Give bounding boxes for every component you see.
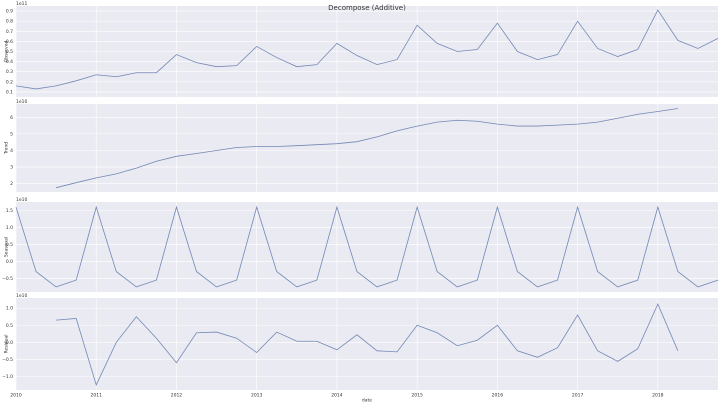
y-tick-label: 0.9 (6, 9, 13, 15)
y-tick-label: 0.7 (6, 29, 13, 35)
y-tick-label: 0.3 (6, 69, 13, 75)
y-tick-label: 0.0 (6, 259, 13, 265)
panel-background (16, 104, 718, 192)
x-axis-label: date (362, 398, 372, 404)
y-tick-label: 4 (10, 148, 13, 154)
y-tick-label: 0.5 (6, 242, 13, 248)
x-tick-label: 2010 (10, 393, 22, 399)
y-tick-label: 1.0 (6, 225, 13, 231)
y-axis-label: Observed (4, 41, 10, 63)
y-tick-label: 6 (10, 115, 13, 121)
x-tick-label: 2016 (492, 393, 504, 399)
y-tick-label: 0.2 (6, 79, 13, 85)
y-tick-label: 0.5 (6, 323, 13, 329)
y-tick-label: −0.5 (2, 276, 13, 282)
y-tick-label: 0.4 (6, 59, 13, 65)
y-tick-label: 3 (10, 165, 13, 171)
chart-title: Decompose (Additive) (328, 4, 406, 12)
x-tick-label: 2017 (572, 393, 584, 399)
y-tick-label: −1.0 (2, 374, 13, 380)
x-tick-label: 2011 (91, 393, 103, 399)
scale-label: 1e10 (16, 293, 27, 299)
y-axis-label: Trend (4, 142, 10, 155)
scale-label: 1e10 (16, 197, 27, 203)
y-tick-label: −0.5 (2, 357, 13, 363)
y-tick-label: 0.1 (6, 89, 13, 95)
y-tick-label: 2 (10, 181, 13, 187)
y-tick-label: 0.5 (6, 49, 13, 55)
y-tick-label: 1.5 (6, 208, 13, 214)
x-tick-label: 2013 (251, 393, 263, 399)
y-tick-label: 0.6 (6, 39, 13, 45)
panel-background (16, 298, 718, 390)
y-tick-label: 0.0 (6, 340, 13, 346)
x-tick-label: 2015 (411, 393, 423, 399)
y-axis-label: Residual (4, 334, 10, 353)
line (56, 303, 679, 387)
y-axis-label: Seasonal (4, 237, 10, 257)
line (15, 205, 719, 288)
y-tick-label: 1.0 (6, 306, 13, 312)
panel-background (16, 202, 718, 292)
x-tick-label: 2014 (331, 393, 343, 399)
y-tick-label: 0.8 (6, 19, 13, 25)
scale-label: 1e11 (16, 1, 27, 7)
x-tick-label: 2018 (652, 393, 664, 399)
scale-label: 1e10 (16, 99, 27, 105)
line (15, 9, 719, 90)
line (56, 108, 678, 189)
y-tick-label: 5 (10, 131, 13, 137)
x-tick-label: 2012 (171, 393, 183, 399)
